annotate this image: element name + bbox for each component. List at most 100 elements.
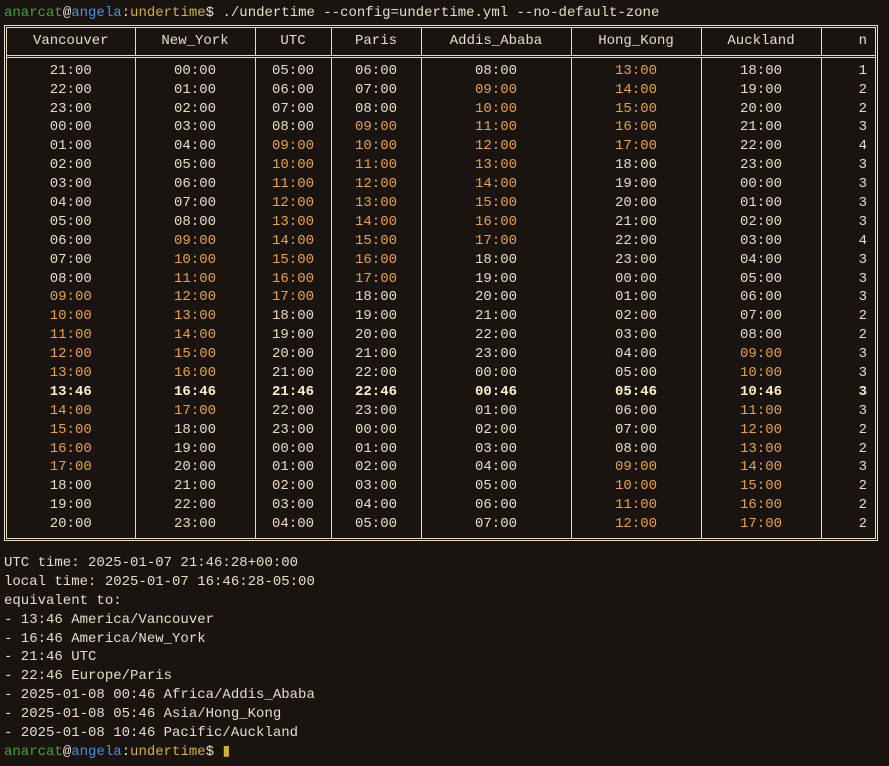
cell: 07:00 xyxy=(571,421,701,440)
table-row: 08:0011:0016:0017:0019:0000:0005:003 xyxy=(7,270,875,289)
prompt-path-2: undertime xyxy=(130,744,206,760)
cell: 03:00 xyxy=(255,496,331,515)
header-hong_kong: Hong_Kong xyxy=(571,28,701,56)
cell: 16:00 xyxy=(421,213,571,232)
cell: 15:00 xyxy=(7,421,135,440)
cell: 15:00 xyxy=(331,232,421,251)
table-row: 07:0010:0015:0016:0018:0023:0004:003 xyxy=(7,251,875,270)
cell: 02:00 xyxy=(571,307,701,326)
cell: 3 xyxy=(821,194,875,213)
cell: 17:00 xyxy=(135,402,255,421)
cell: 11:00 xyxy=(255,175,331,194)
cell: 2 xyxy=(821,421,875,440)
header-n: n xyxy=(821,28,875,56)
cell: 06:00 xyxy=(7,232,135,251)
cell: 06:00 xyxy=(331,56,421,80)
cell: 22:00 xyxy=(7,81,135,100)
table-row: 00:0003:0008:0009:0011:0016:0021:003 xyxy=(7,118,875,137)
cell: 13:00 xyxy=(701,440,821,459)
cell: 11:00 xyxy=(135,270,255,289)
table-row: 13:0016:0021:0022:0000:0005:0010:003 xyxy=(7,364,875,383)
cell: 16:00 xyxy=(701,496,821,515)
cell: 21:46 xyxy=(255,383,331,402)
cell: 05:00 xyxy=(331,515,421,538)
prompt-dollar: $ xyxy=(206,5,223,21)
cell: 15:00 xyxy=(255,251,331,270)
cell: 19:00 xyxy=(7,496,135,515)
cell: 22:00 xyxy=(571,232,701,251)
cell: 07:00 xyxy=(421,515,571,538)
cell: 12:00 xyxy=(421,137,571,156)
cell: 18:00 xyxy=(701,56,821,80)
cell: 01:00 xyxy=(421,402,571,421)
cell: 02:00 xyxy=(701,213,821,232)
cell: 14:00 xyxy=(421,175,571,194)
header-addis_ababa: Addis_Ababa xyxy=(421,28,571,56)
table-row: 15:0018:0023:0000:0002:0007:0012:002 xyxy=(7,421,875,440)
cell: 11:00 xyxy=(701,402,821,421)
cell: 11:00 xyxy=(331,156,421,175)
cell: 02:00 xyxy=(421,421,571,440)
cell: 2 xyxy=(821,440,875,459)
cell: 12:00 xyxy=(255,194,331,213)
cell: 13:00 xyxy=(571,56,701,80)
table-row: 03:0006:0011:0012:0014:0019:0000:003 xyxy=(7,175,875,194)
cell: 19:00 xyxy=(571,175,701,194)
prompt-colon-2: : xyxy=(122,744,130,760)
cell: 19:00 xyxy=(421,270,571,289)
command-text: ./undertime --config=undertime.yml --no-… xyxy=(222,5,659,21)
table-row: 18:0021:0002:0003:0005:0010:0015:002 xyxy=(7,477,875,496)
cell: 3 xyxy=(821,118,875,137)
header-vancouver: Vancouver xyxy=(7,28,135,56)
cell: 19:00 xyxy=(255,326,331,345)
cell: 04:00 xyxy=(421,458,571,477)
cell: 12:00 xyxy=(7,345,135,364)
cell: 16:00 xyxy=(331,251,421,270)
cell: 22:00 xyxy=(255,402,331,421)
cell: 07:00 xyxy=(255,100,331,119)
table-body: 21:0000:0005:0006:0008:0013:0018:00122:0… xyxy=(7,56,875,538)
cell: 03:00 xyxy=(331,477,421,496)
cell: 16:00 xyxy=(7,440,135,459)
cell: 19:00 xyxy=(331,307,421,326)
cell: 3 xyxy=(821,288,875,307)
cell: 04:00 xyxy=(135,137,255,156)
cell: 01:00 xyxy=(701,194,821,213)
cell: 09:00 xyxy=(135,232,255,251)
output-block: UTC time: 2025-01-07 21:46:28+00:00 loca… xyxy=(4,554,885,743)
cell: 2 xyxy=(821,326,875,345)
cell: 21:00 xyxy=(421,307,571,326)
cell: 16:46 xyxy=(135,383,255,402)
table-row: 17:0020:0001:0002:0004:0009:0014:003 xyxy=(7,458,875,477)
cell: 09:00 xyxy=(571,458,701,477)
cell: 10:00 xyxy=(7,307,135,326)
cell: 07:00 xyxy=(135,194,255,213)
cell: 14:00 xyxy=(701,458,821,477)
cell: 00:00 xyxy=(135,56,255,80)
table-row: 06:0009:0014:0015:0017:0022:0003:004 xyxy=(7,232,875,251)
cell: 2 xyxy=(821,477,875,496)
timezone-table: VancouverNew_YorkUTCParisAddis_AbabaHong… xyxy=(7,28,875,538)
cell: 21:00 xyxy=(331,345,421,364)
cell: 00:00 xyxy=(571,270,701,289)
cursor[interactable]: ▮ xyxy=(222,744,230,760)
cell: 3 xyxy=(821,402,875,421)
cell: 01:00 xyxy=(571,288,701,307)
cell: 3 xyxy=(821,156,875,175)
cell: 09:00 xyxy=(421,81,571,100)
cell: 08:00 xyxy=(331,100,421,119)
cell: 4 xyxy=(821,137,875,156)
cell: 02:00 xyxy=(7,156,135,175)
cell: 00:00 xyxy=(255,440,331,459)
cell: 17:00 xyxy=(255,288,331,307)
cell: 21:00 xyxy=(701,118,821,137)
cell: 04:00 xyxy=(571,345,701,364)
prompt-at-2: @ xyxy=(63,744,71,760)
cell: 08:00 xyxy=(135,213,255,232)
prompt-user-2: anarcat xyxy=(4,744,63,760)
cell: 17:00 xyxy=(701,515,821,538)
cell: 07:00 xyxy=(331,81,421,100)
cell: 10:00 xyxy=(331,137,421,156)
cell: 00:46 xyxy=(421,383,571,402)
cell: 14:00 xyxy=(135,326,255,345)
